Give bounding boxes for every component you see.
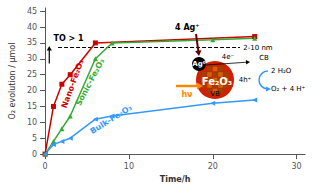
svg-text:45: 45 [27, 7, 37, 16]
svg-text:hν: hν [181, 90, 193, 99]
svg-text:Nano-Fe₂O₃: Nano-Fe₂O₃ [59, 58, 86, 110]
svg-text:TO > 1: TO > 1 [53, 34, 84, 43]
svg-text:Fe₂O₃: Fe₂O₃ [202, 76, 232, 87]
svg-text:Time/h: Time/h [160, 175, 191, 184]
svg-text:0: 0 [32, 150, 37, 159]
svg-text:40: 40 [27, 23, 37, 32]
svg-text:VB: VB [210, 90, 220, 98]
svg-text:CB: CB [259, 54, 269, 62]
svg-text:0: 0 [43, 162, 48, 171]
svg-text:Bulk-Fe₂O₃: Bulk-Fe₂O₃ [88, 103, 134, 136]
svg-text:O₂ evolution / µmol: O₂ evolution / µmol [8, 43, 17, 120]
svg-text:30: 30 [292, 162, 302, 171]
svg-text:15: 15 [27, 102, 37, 111]
svg-text:2-10 nm: 2-10 nm [243, 44, 273, 52]
svg-text:Ag⁰: Ag⁰ [192, 60, 206, 68]
svg-text:20: 20 [208, 162, 218, 171]
svg-text:2 H₂O: 2 H₂O [271, 67, 292, 75]
svg-text:20: 20 [27, 86, 37, 95]
svg-text:5: 5 [32, 134, 37, 143]
svg-text:Sonic-Fe₂O₃: Sonic-Fe₂O₃ [74, 57, 107, 108]
svg-text:10: 10 [27, 118, 37, 127]
svg-text:30: 30 [27, 54, 37, 63]
svg-text:10: 10 [124, 162, 134, 171]
svg-text:O₂ + 4 H⁺: O₂ + 4 H⁺ [271, 85, 306, 93]
svg-text:35: 35 [27, 38, 37, 47]
svg-text:25: 25 [27, 70, 37, 79]
svg-text:4h⁺: 4h⁺ [239, 76, 252, 84]
svg-text:4 Ag⁺: 4 Ag⁺ [175, 23, 200, 32]
svg-text:4e⁻: 4e⁻ [222, 53, 235, 61]
